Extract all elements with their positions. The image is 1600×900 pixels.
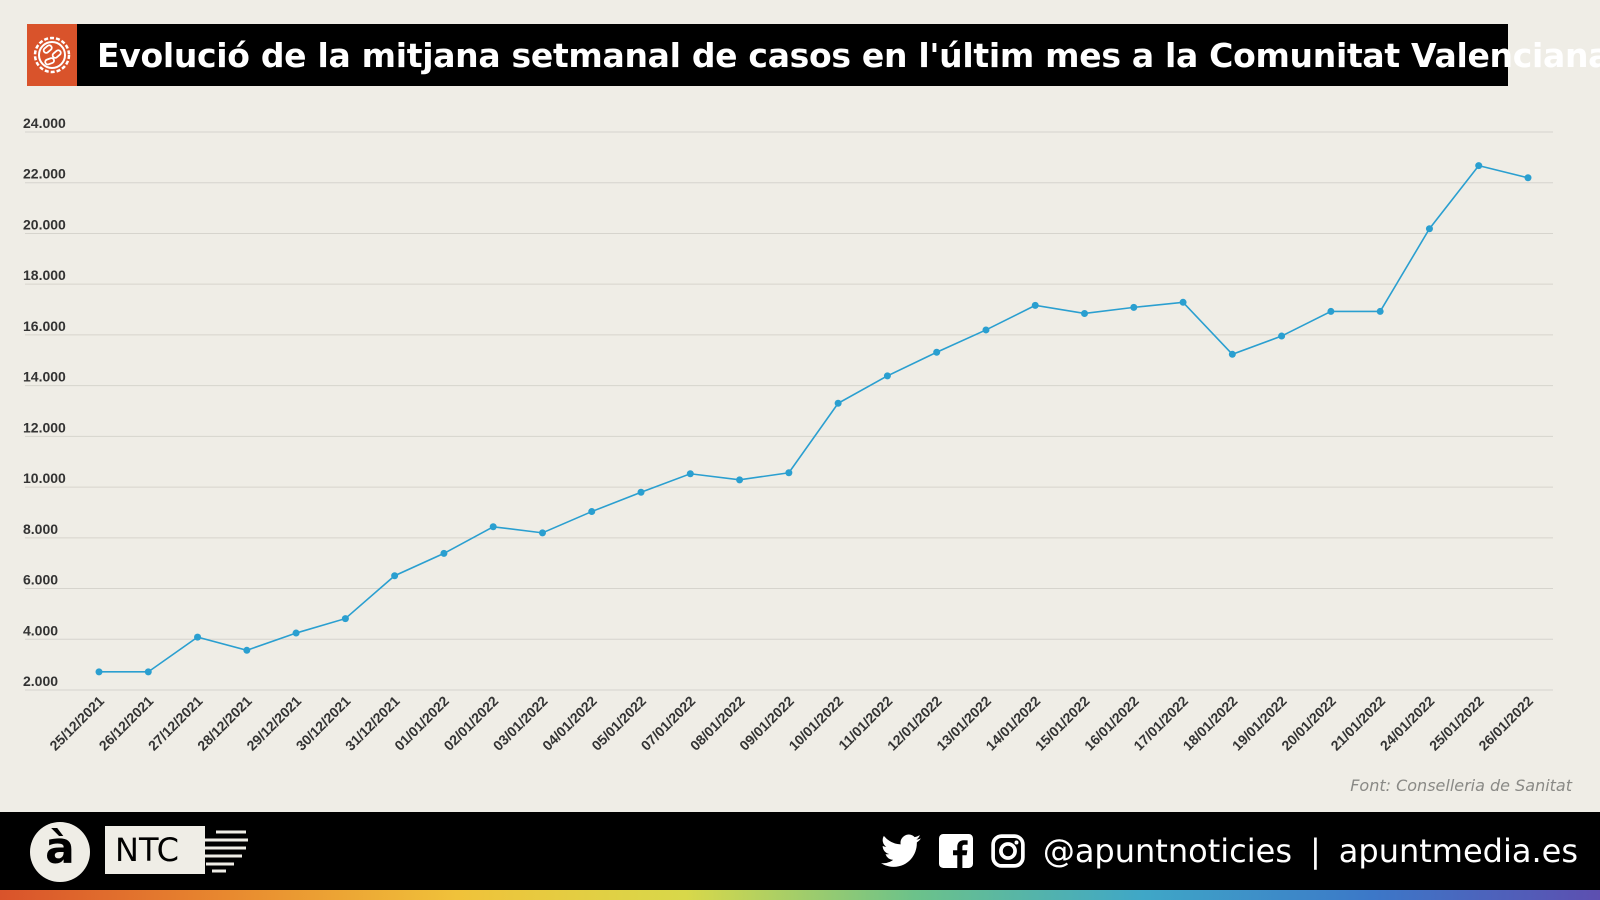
data-point [440,549,448,557]
data-point [785,469,793,477]
data-point [243,646,251,654]
data-point [1081,309,1089,317]
instagram-icon[interactable] [991,834,1025,868]
footer: à NTC @apuntnoticies | apuntmedia.es [0,812,1600,890]
data-point [1179,298,1187,306]
data-point [1425,225,1433,233]
data-point [95,668,103,676]
data-point [1278,332,1286,340]
data-point [1228,350,1236,358]
data-point [391,572,399,580]
y-tick-label: 10.000 [23,470,66,486]
line-chart: 2.000 4.000 6.000 8.000 10.000 12.000 14.000 16… [23,115,1553,754]
data-point [1524,174,1532,182]
rainbow-strip [0,890,1600,900]
y-tick-label: 18.000 [23,267,66,283]
data-point [736,476,744,484]
y-tick-label: 6.000 [23,572,58,588]
data-point [834,399,842,407]
y-tick-label: 22.000 [23,166,66,182]
virus-icon [27,24,77,86]
chart-title: Evolució de la mitjana setmanal de casos… [97,35,1600,75]
data-point [637,488,645,496]
facebook-icon[interactable] [938,834,973,868]
data-point [933,348,941,356]
data-point [1376,307,1384,315]
ntc-lines-icon [198,830,248,873]
data-point [1031,301,1039,309]
twitter-icon[interactable] [880,834,921,868]
website-link[interactable]: apuntmedia.es [1338,832,1578,870]
ntc-logo: NTC [105,826,205,874]
data-point [292,629,300,637]
social-handle[interactable]: @apuntnoticies [1042,832,1292,870]
y-tick-label: 20.000 [23,216,66,232]
data-point [194,633,202,641]
y-tick-label: 16.000 [23,318,66,334]
data-point [686,470,694,478]
separator: | [1309,832,1321,870]
data-point [588,508,596,516]
data-point [1327,307,1335,315]
y-tick-label: 2.000 [23,673,58,689]
data-point [982,326,990,334]
data-point [341,615,349,623]
data-point [1475,162,1483,170]
y-tick-label: 12.000 [23,419,66,435]
social-links: @apuntnoticies | apuntmedia.es [880,812,1578,890]
data-point [144,668,152,676]
data-point [489,523,497,531]
apunt-logo: à [30,822,90,882]
y-tick-label: 14.000 [23,369,66,385]
title-bar: Evolució de la mitjana setmanal de casos… [27,24,1600,86]
data-point [1130,303,1138,311]
y-tick-label: 8.000 [23,521,58,537]
series-line [99,164,1529,673]
y-tick-label: 24.000 [23,115,66,131]
data-point [538,529,546,537]
y-tick-label: 4.000 [23,622,58,638]
data-point [883,372,891,380]
source-note: Font: Conselleria de Sanitat [1350,776,1572,795]
